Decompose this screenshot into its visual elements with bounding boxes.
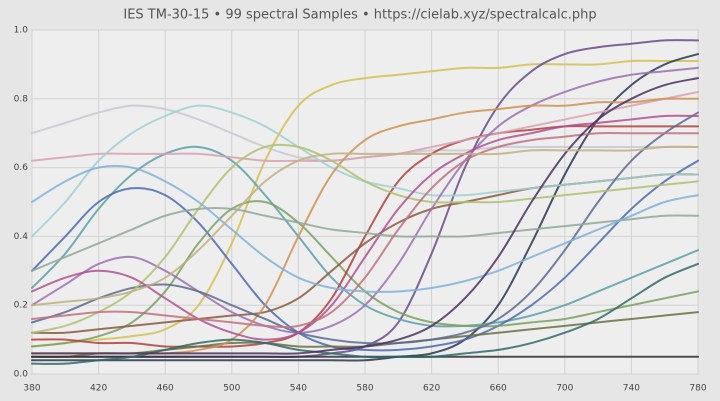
x-tick-label: 420	[90, 384, 107, 394]
x-tick-label: 740	[623, 384, 640, 394]
spectral-line	[31, 131, 699, 328]
spectral-line	[31, 59, 699, 348]
y-tick-label: 0.8	[14, 94, 29, 104]
x-tick-label: 700	[556, 384, 573, 394]
spectral-line	[31, 125, 699, 348]
y-tick-label: 0.4	[14, 232, 29, 242]
x-tick-label: 660	[490, 384, 507, 394]
x-tick-label: 580	[356, 384, 373, 394]
x-tick-label: 540	[290, 384, 307, 394]
chart-title: IES TM-30-15 • 99 spectral Samples • htt…	[123, 8, 596, 23]
x-tick-label: 380	[23, 384, 40, 394]
spectral-line	[31, 145, 699, 307]
x-tick-label: 460	[157, 384, 174, 394]
x-tick-label: 620	[423, 384, 440, 394]
spectral-line	[31, 164, 699, 293]
x-tick-label: 780	[689, 384, 706, 394]
spectral-line	[31, 262, 699, 365]
y-tick-label: 0.6	[14, 163, 29, 173]
spectral-line	[31, 207, 699, 272]
spectral-line	[31, 111, 699, 345]
spectral-line	[31, 66, 699, 334]
y-tick-label: 0.2	[14, 301, 28, 311]
y-tick-label: 0.0	[14, 370, 29, 380]
x-tick-label: 500	[223, 384, 240, 394]
spectral-line	[31, 114, 699, 341]
spectral-line	[31, 159, 699, 352]
spectral-line	[31, 77, 699, 355]
spectral-line	[31, 90, 699, 162]
y-tick-label: 1.0	[14, 26, 29, 36]
